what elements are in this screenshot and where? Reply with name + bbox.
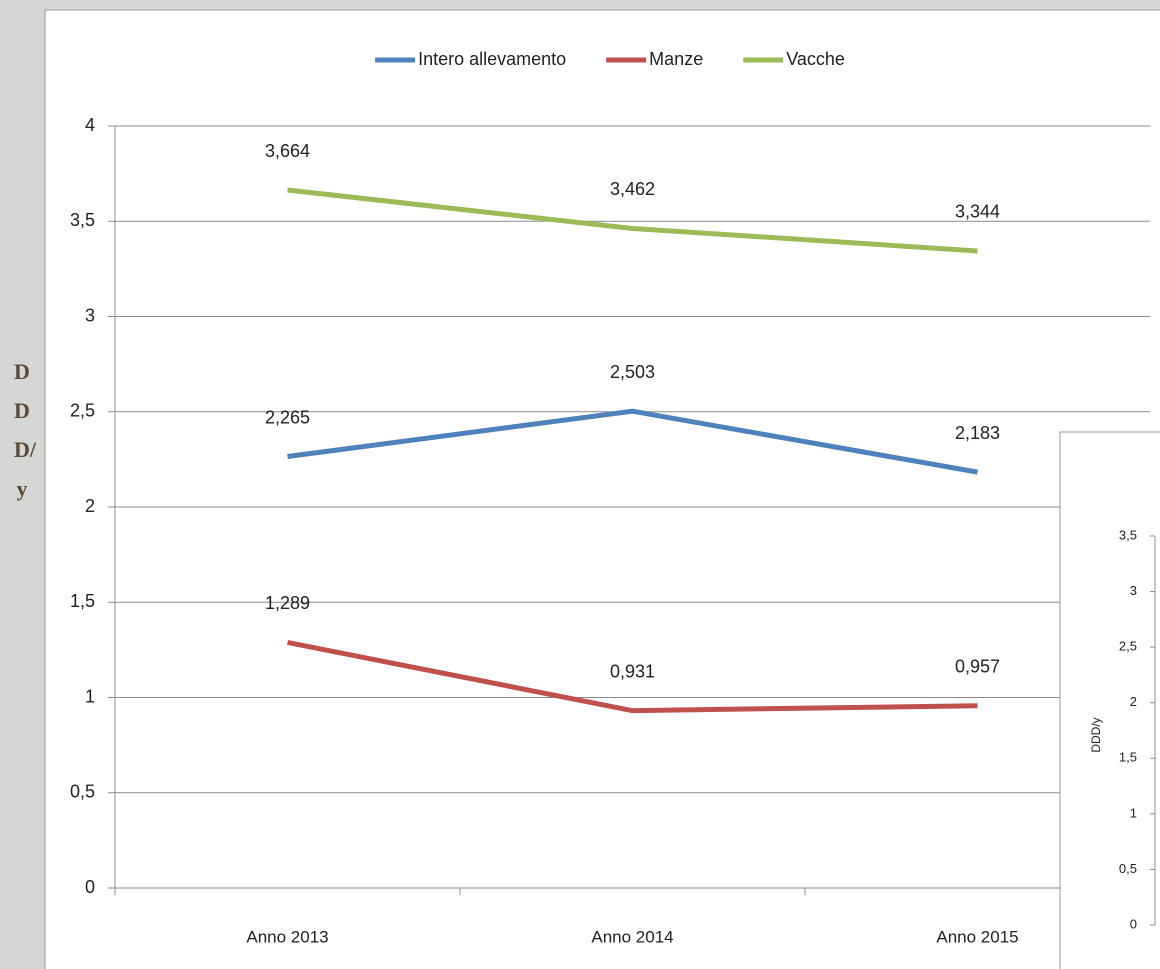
data-label: 0,957: [955, 656, 1000, 676]
y-tick-label: 2: [85, 496, 95, 516]
y-tick-label: 2,5: [70, 401, 95, 421]
inset-y-tick-label: 3,5: [1119, 527, 1137, 542]
inset-y-tick-label: 2,5: [1119, 639, 1137, 654]
y-axis-label: DDD/y: [14, 359, 36, 501]
data-label: 3,462: [610, 179, 655, 199]
y-tick-label: 4: [85, 115, 95, 135]
x-tick-label: Anno 2015: [936, 927, 1018, 946]
legend-label: Vacche: [786, 49, 845, 69]
data-label: 2,503: [610, 362, 655, 382]
data-label: 0,931: [610, 661, 655, 681]
inset-y-tick-label: 1,5: [1119, 750, 1137, 765]
data-label: 3,344: [955, 202, 1000, 222]
line-series: [287, 187, 978, 254]
inset-y-tick-label: 1: [1130, 805, 1137, 820]
inset-y-tick-label: 0: [1130, 916, 1137, 931]
data-label: 1,289: [265, 593, 310, 613]
data-label: 3,664: [265, 141, 310, 161]
line-series: [287, 408, 978, 475]
inset-y-tick-label: 0,5: [1119, 861, 1137, 876]
data-label: 2,183: [955, 423, 1000, 443]
x-tick-label: Anno 2014: [591, 927, 673, 946]
inset-y-axis-label: DDD/y: [1089, 717, 1103, 752]
inset-frame: [1059, 431, 1160, 969]
legend-label: Intero allevamento: [418, 49, 566, 69]
chart-frame: [44, 9, 1160, 969]
data-label: 2,265: [265, 407, 310, 427]
line-series: [287, 639, 978, 714]
y-tick-label: 0: [85, 877, 95, 897]
legend-label: Manze: [649, 49, 703, 69]
inset-y-tick-label: 3: [1130, 583, 1137, 598]
inset-y-tick-label: 2: [1130, 694, 1137, 709]
x-tick-label: Anno 2013: [246, 927, 328, 946]
y-tick-label: 3: [85, 305, 95, 325]
y-tick-label: 0,5: [70, 782, 95, 802]
y-tick-label: 3,5: [70, 210, 95, 230]
y-tick-label: 1: [85, 686, 95, 706]
y-tick-label: 1,5: [70, 591, 95, 611]
